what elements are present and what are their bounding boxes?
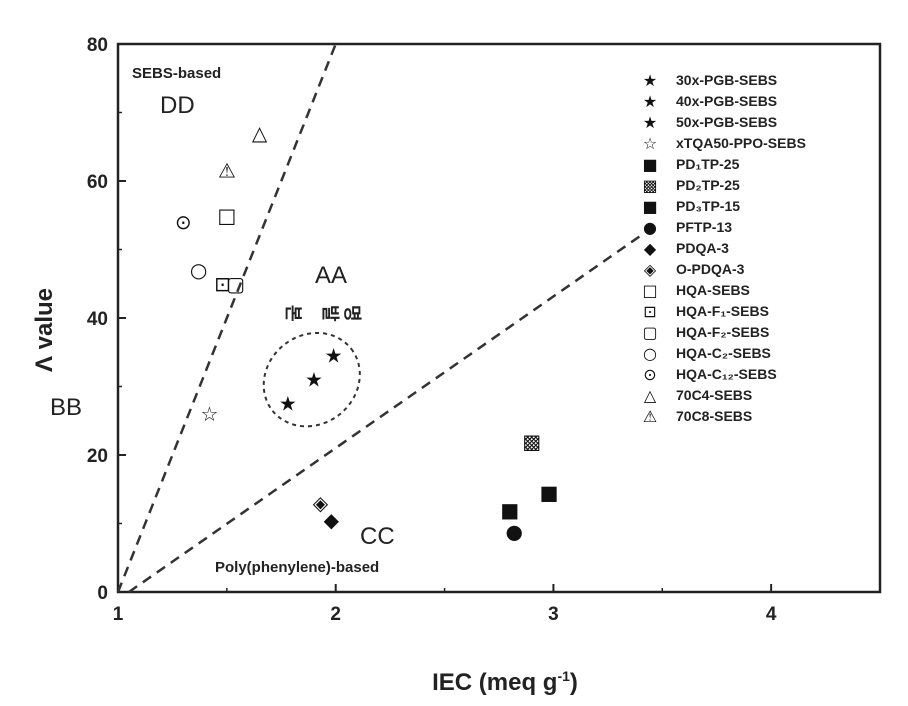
legend-label-13: HQA-F₂-SEBS	[676, 324, 769, 340]
data-point-16: △	[252, 121, 268, 145]
legend-label-4: xTQA50-PPO-SEBS	[676, 135, 806, 151]
legend-symbol-6: ▩	[642, 176, 657, 195]
data-point-13: ▢	[226, 272, 245, 296]
legend-symbol-11: □	[642, 281, 657, 300]
legend-symbol-16: △	[644, 386, 657, 405]
label-aa: AA	[315, 262, 347, 289]
label-bb: BB	[50, 394, 82, 421]
legend-label-2: 40x-PGB-SEBS	[676, 93, 777, 109]
legend-symbol-12: ⊡	[643, 302, 656, 321]
data-point-10: ◈	[313, 491, 329, 515]
data-point-5: ■	[500, 498, 519, 522]
data-point-2: ★	[325, 344, 343, 368]
legend-symbol-10: ◈	[644, 260, 657, 279]
legend-symbol-1: ★	[643, 71, 657, 90]
legend-symbol-8: ●	[643, 218, 657, 237]
legend-label-7: PD₃TP-15	[676, 198, 740, 214]
vertical-text-2: 발	[319, 305, 340, 322]
label-dd: DD	[160, 92, 195, 119]
legend-label-3: 50x-PGB-SEBS	[676, 114, 777, 130]
legend-symbol-13: ▢	[642, 323, 657, 342]
legend-symbol-14: ○	[643, 344, 657, 363]
legend-label-6: PD₂TP-25	[676, 177, 740, 193]
data-point-7: ■	[540, 481, 559, 505]
x-tick-label: 1	[113, 604, 124, 625]
y-tick-label: 20	[87, 446, 108, 467]
legend-symbol-4: ☆	[643, 134, 657, 153]
x-axis-title: IEC (meq g-1)	[432, 668, 578, 696]
data-point-17: ⚠	[218, 159, 236, 183]
x-tick-label: 4	[766, 604, 777, 625]
legend-symbol-17: ⚠	[643, 407, 657, 426]
legend-label-10: O-PDQA-3	[676, 261, 745, 277]
legend-symbol-2: ★	[643, 92, 657, 111]
data-point-3: ★	[279, 392, 297, 416]
legend-label-12: HQA-F₁-SEBS	[676, 303, 769, 319]
x-tick-label: 2	[330, 604, 341, 625]
data-point-1: ★	[305, 368, 323, 392]
region-label-polyphenylene: Poly(phenylene)-based	[215, 559, 379, 576]
legend-label-14: HQA-C₂-SEBS	[676, 345, 771, 361]
y-tick-label: 40	[87, 309, 108, 330]
data-point-15: ⊙	[175, 210, 192, 234]
legend-label-15: HQA-C₁₂-SEBS	[676, 366, 777, 382]
legend-label-5: PD₁TP-25	[676, 156, 740, 172]
legend-symbol-9: ◆	[644, 239, 657, 258]
legend-label-9: PDQA-3	[676, 240, 729, 256]
y-tick-label: 60	[87, 172, 108, 193]
legend-label-17: 70C8-SEBS	[676, 408, 752, 424]
legend-label-11: HQA-SEBS	[676, 282, 750, 298]
data-point-14: ○	[190, 258, 207, 282]
data-point-4: ☆	[200, 402, 218, 426]
legend-symbol-15: ⊙	[643, 365, 656, 384]
legend-label-1: 30x-PGB-SEBS	[676, 72, 777, 88]
legend-symbol-3: ★	[643, 113, 657, 132]
y-tick-label: 0	[97, 583, 108, 604]
vertical-text-1: 본	[282, 305, 303, 322]
legend-label-8: PFTP-13	[676, 219, 732, 235]
y-tick-label: 80	[87, 35, 108, 56]
data-point-6: ▩	[522, 429, 541, 453]
vertical-text-3: 명	[341, 305, 362, 322]
legend-symbol-5: ■	[642, 155, 657, 174]
y-axis-title: Λ value	[31, 288, 58, 372]
legend-label-16: 70C4-SEBS	[676, 387, 752, 403]
region-label-sebs: SEBS-based	[132, 65, 221, 82]
label-cc: CC	[360, 523, 395, 550]
legend-symbol-7: ■	[642, 197, 657, 216]
x-tick-label: 3	[548, 604, 559, 625]
data-point-11: □	[217, 203, 236, 227]
data-point-8: ●	[506, 520, 523, 544]
